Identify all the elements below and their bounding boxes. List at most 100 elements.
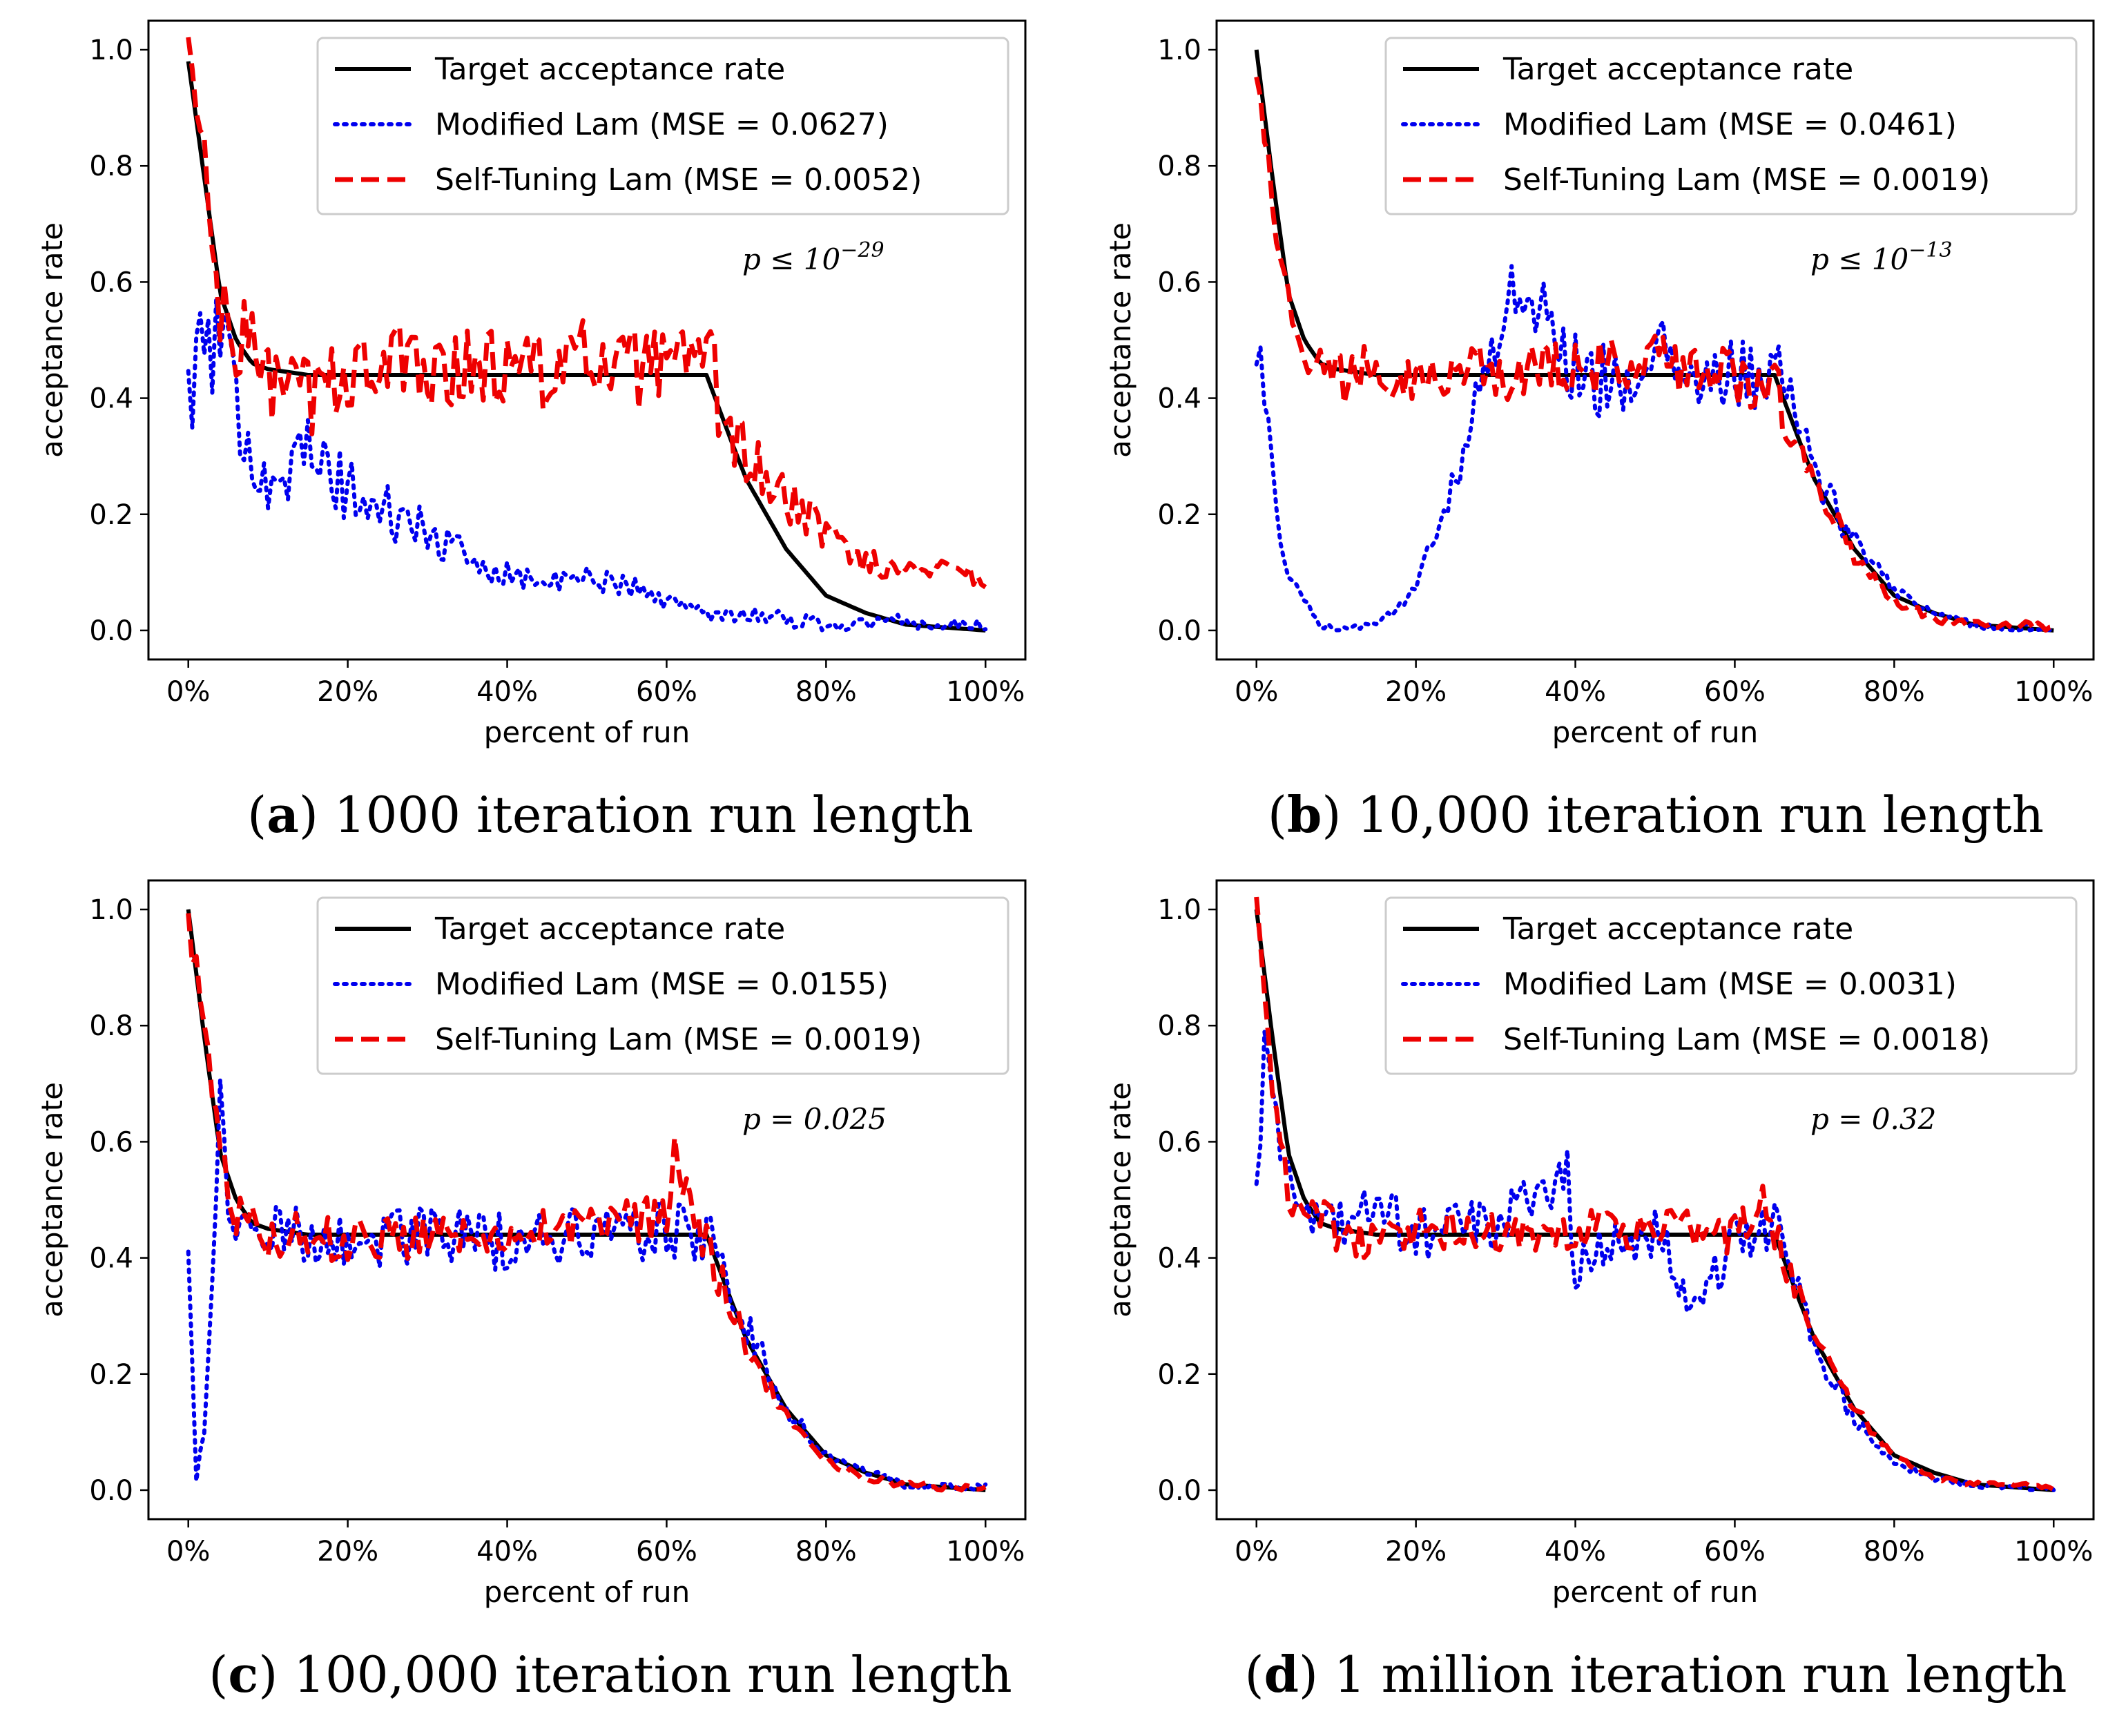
legend-entry-label: Self-Tuning Lam (MSE = 0.0019) [1503,162,1990,197]
y-tick-label: 0.6 [89,1126,133,1158]
y-tick-label: 0.0 [89,1475,133,1507]
x-tick-label: 80% [1864,1536,1925,1568]
axes-frame [1215,879,2095,1521]
x-axis-label: percent of run [484,715,690,749]
legend: Target acceptance rate Modified Lam (MSE … [316,37,1009,215]
y-tick-label: 1.0 [89,35,133,66]
series-group [186,37,988,633]
x-tick-label: 80% [1864,676,1925,708]
y-tick-label: 0.8 [89,151,133,182]
legend-entry-label: Self-Tuning Lam (MSE = 0.0019) [435,1022,922,1057]
panel-caption: (c) 100,000 iteration run length [209,1645,1012,1704]
series-line-solid [186,909,986,1492]
x-tick-label: 0% [166,676,210,708]
series-line-dashed [186,37,987,590]
y-tick-label: 0.0 [89,615,133,647]
x-axis-label: percent of run [1552,715,1759,749]
legend-box [316,896,1009,1075]
series-group [1254,49,2056,633]
y-axis-label: acceptance rate [1103,1082,1137,1318]
series-line-dotted [1254,1030,2056,1492]
x-tick-label: 100% [2014,676,2093,708]
panel-caption: (d) 1 million iteration run length [1244,1645,2067,1704]
y-tick-label: 0.0 [1157,615,1201,647]
p-value-annotation: p = 0.32 [1810,1102,1936,1136]
x-tick-label: 40% [1545,676,1606,708]
x-axis-label: percent of run [1552,1575,1759,1609]
x-tick-label: 40% [476,676,538,708]
series-line-dotted [186,1077,988,1492]
x-tick-label: 60% [1704,1536,1766,1568]
x-tick-label: 80% [795,676,857,708]
x-tick-label: 60% [636,1536,697,1568]
axes-frame [1215,19,2095,661]
series-group [1254,896,2056,1492]
legend-entry-label: Target acceptance rate [1502,912,1853,947]
y-tick-label: 0.2 [1157,499,1201,531]
p-value-annotation: p = 0.025 [742,1102,887,1136]
y-tick-label: 0.2 [1157,1359,1201,1391]
panel-caption: (a) 1000 iteration run length [247,785,974,844]
x-tick-label: 20% [317,1536,378,1568]
x-tick-label: 100% [946,1536,1025,1568]
y-tick-label: 0.8 [89,1010,133,1042]
y-axis-label: acceptance rate [1103,222,1137,458]
panel-caption: (b) 10,000 iteration run length [1268,785,2044,844]
x-tick-label: 0% [1235,676,1278,708]
y-tick-label: 0.4 [1157,383,1201,415]
chart-panel-d: 0.0 0.2 0.4 0.6 0.8 1.0 0% 20% 40% 60% 80% 100% perc… [1103,879,2095,1704]
p-value-annotation: p ≤ 10−29 [742,238,884,276]
legend: Target acceptance rate Modified Lam (MSE … [1384,37,2078,215]
chart-panel-a: 0.0 0.2 0.4 0.6 0.8 1.0 0% 20% 40% 60% 80% 100% perc… [35,19,1027,844]
series-line-dotted [1254,264,2056,633]
x-tick-label: 20% [317,676,378,708]
chart-panel-b: 0.0 0.2 0.4 0.6 0.8 1.0 0% 20% 40% 60% 80% 100% perc… [1103,19,2095,844]
legend-entry-label: Target acceptance rate [434,912,785,947]
y-tick-label: 0.4 [89,1243,133,1275]
y-tick-label: 0.0 [1157,1475,1201,1507]
x-tick-label: 60% [636,676,697,708]
y-axis-label: acceptance rate [35,222,69,458]
legend-entry-label: Modified Lam (MSE = 0.0627) [435,107,889,142]
legend-entry-label: Modified Lam (MSE = 0.0031) [1503,967,1957,1002]
axes-frame [147,879,1027,1521]
x-axis-label: percent of run [484,1575,690,1609]
y-tick-label: 1.0 [1157,894,1201,926]
y-tick-label: 0.2 [89,499,133,531]
legend-entry-label: Target acceptance rate [434,52,785,87]
legend-box [316,37,1009,215]
p-value-annotation: p ≤ 10−13 [1810,238,1953,276]
y-tick-label: 0.2 [89,1359,133,1391]
legend-entry-label: Self-Tuning Lam (MSE = 0.0018) [1503,1022,1990,1057]
series-line-dotted [186,298,988,633]
series-line-dashed [1254,896,2055,1492]
legend-entry-label: Modified Lam (MSE = 0.0461) [1503,107,1957,142]
legend: Target acceptance rate Modified Lam (MSE … [1384,896,2078,1075]
series-line-dashed [186,913,987,1493]
y-axis-label: acceptance rate [35,1082,69,1318]
x-tick-label: 0% [166,1536,210,1568]
y-tick-label: 0.4 [1157,1243,1201,1275]
y-tick-label: 1.0 [89,894,133,926]
y-tick-label: 0.4 [89,383,133,415]
x-tick-label: 40% [476,1536,538,1568]
y-tick-label: 1.0 [1157,35,1201,66]
x-tick-label: 20% [1385,1536,1447,1568]
legend-box [1384,37,2078,215]
y-tick-label: 0.8 [1157,151,1201,182]
x-tick-label: 20% [1385,676,1447,708]
x-tick-label: 80% [795,1536,857,1568]
y-tick-label: 0.8 [1157,1010,1201,1042]
x-tick-label: 40% [1545,1536,1606,1568]
axes-frame [147,19,1027,661]
x-tick-label: 60% [1704,676,1766,708]
x-tick-label: 100% [2014,1536,2093,1568]
chart-panel-c: 0.0 0.2 0.4 0.6 0.8 1.0 0% 20% 40% 60% 80% 100% perc… [35,879,1027,1704]
x-tick-label: 0% [1235,1536,1278,1568]
legend-entry-label: Self-Tuning Lam (MSE = 0.0052) [435,162,922,197]
y-tick-label: 0.6 [1157,1126,1201,1158]
y-tick-label: 0.6 [89,267,133,298]
series-line-dashed [1254,76,2055,633]
legend: Target acceptance rate Modified Lam (MSE … [316,896,1009,1075]
